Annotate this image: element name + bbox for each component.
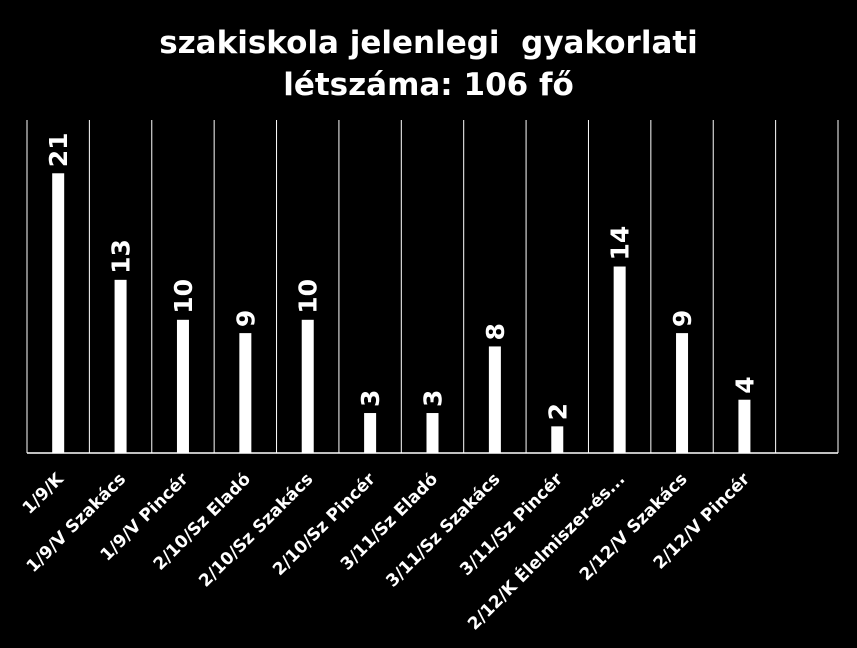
data-label-10: 9 <box>668 310 697 327</box>
x-tick-label-4: 2/10/Sz Szakács <box>195 469 317 591</box>
bar-9 <box>613 266 626 453</box>
bar-6 <box>426 413 439 453</box>
bar-5 <box>364 413 377 453</box>
bar-8 <box>551 426 564 453</box>
bar-1 <box>114 279 127 453</box>
bar-0 <box>52 173 65 453</box>
data-label-2: 10 <box>169 279 198 314</box>
data-label-6: 3 <box>419 390 448 407</box>
data-label-0: 21 <box>44 132 73 167</box>
bar-7 <box>488 346 501 453</box>
data-label-8: 2 <box>543 403 572 420</box>
x-tick-label-7: 3/11/Sz Szakács <box>382 469 504 591</box>
data-label-5: 3 <box>356 390 385 407</box>
data-label-9: 14 <box>606 226 635 261</box>
bar-2 <box>176 319 189 453</box>
chart-title-line-1: szakiskola jelenlegi gyakorlati <box>159 25 698 61</box>
data-label-4: 10 <box>294 279 323 314</box>
chart-title: szakiskola jelenlegi gyakorlati létszáma… <box>0 22 857 106</box>
bar-4 <box>301 319 314 453</box>
data-label-7: 8 <box>481 323 510 340</box>
bar-10 <box>676 333 689 453</box>
data-label-1: 13 <box>107 239 136 274</box>
bar-3 <box>239 333 252 453</box>
chart-title-line-2: létszáma: 106 fő <box>283 67 574 103</box>
x-tick-label-0: 1/9/K <box>19 469 69 519</box>
bar-11 <box>738 399 751 453</box>
data-label-3: 9 <box>231 310 260 327</box>
data-label-11: 4 <box>730 376 759 393</box>
x-tick-label-10: 2/12/V Szakács <box>576 469 692 585</box>
